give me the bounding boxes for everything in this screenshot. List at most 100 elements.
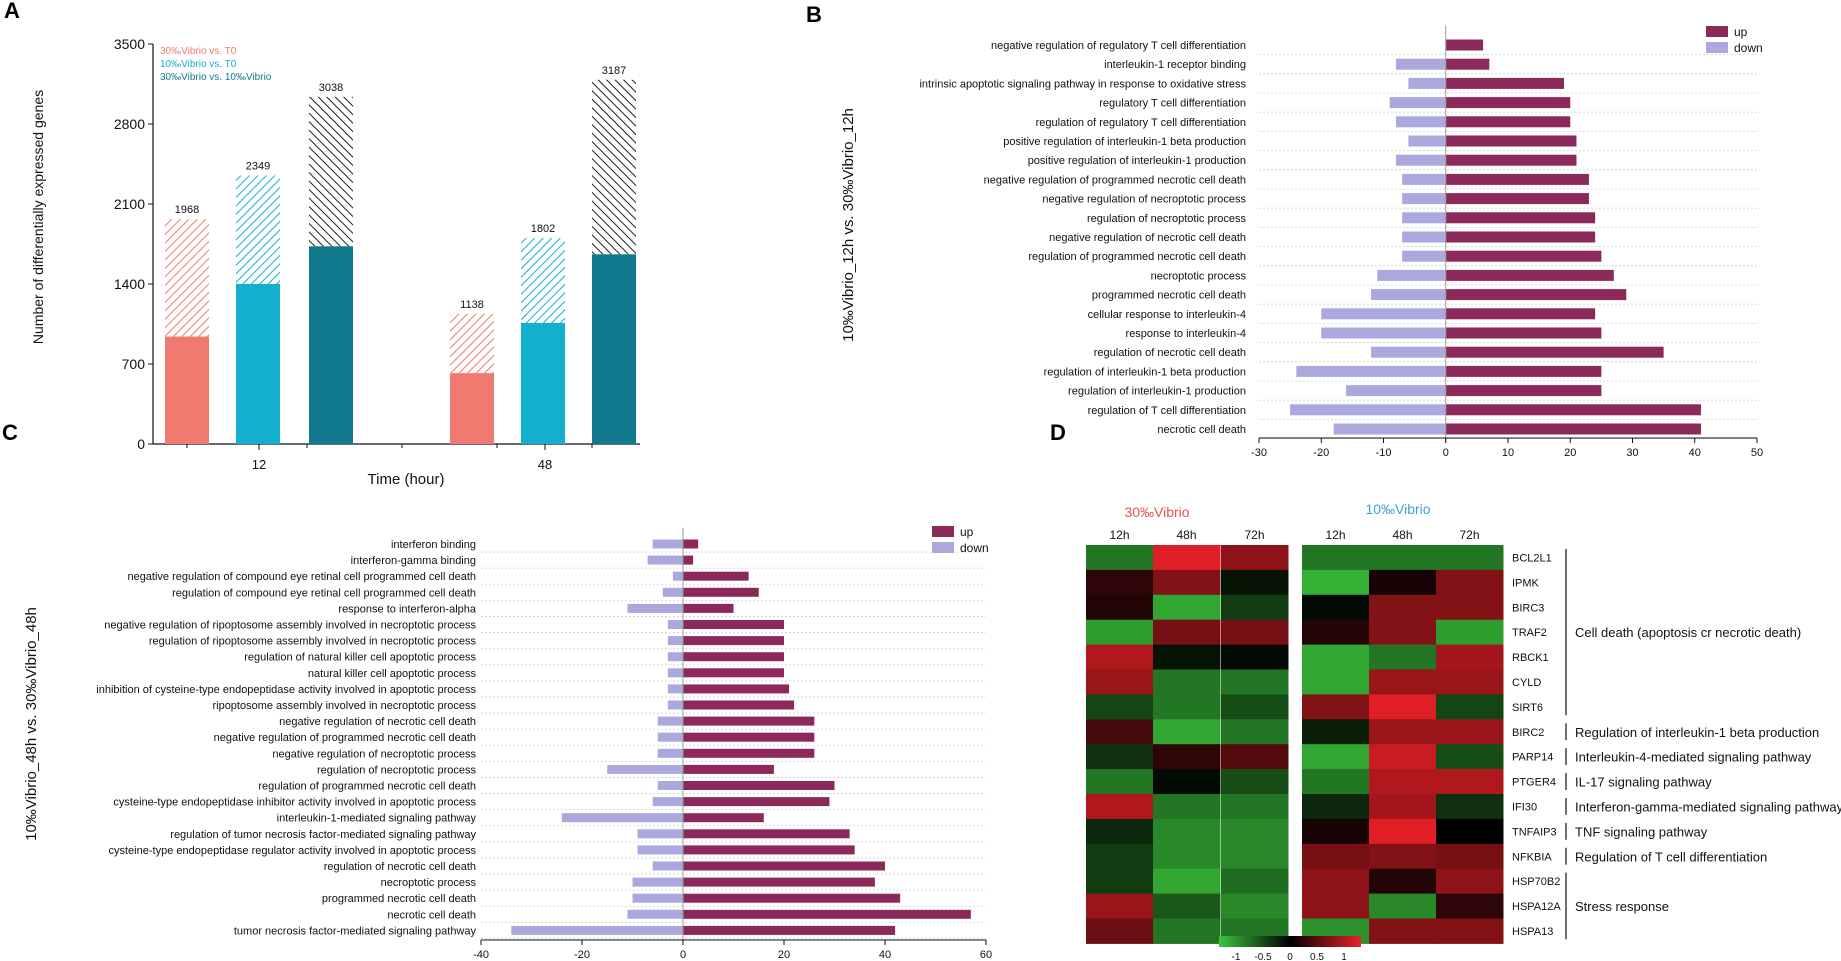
heatmap-cell [1302,818,1370,845]
color-scale-bar [1219,936,1361,947]
bar-up [683,893,901,903]
category-label: regulation of necroptotic process [317,764,476,776]
group-title-30-vibrio: 30‰Vibrio [1124,504,1189,520]
bar-total-label: 1968 [175,204,199,216]
bar-up [683,797,830,807]
x-tick-label: 20 [778,949,790,961]
heatmap-cell [1302,769,1370,795]
legend-swatch-up [932,526,954,537]
column-header: 72h [1459,528,1479,542]
panel-d-heatmap: 30‰Vibrio 10‰Vibrio 12h 48h 72h 12h 48h 72h B… [1086,501,1841,961]
category-label: interferon binding [391,539,476,551]
category-label: positive regulation of interleukin-1 pro… [1028,155,1246,167]
heatmap-cell [1086,719,1154,745]
legend-label-up: up [960,525,974,539]
panel-a-bar-chart: 0 700 1400 2100 2800 3500 1968 2349 3038 1138 180… [30,36,640,488]
heatmap-cell [1153,694,1221,720]
heatmap-cell [1436,694,1504,720]
bar-group [1290,39,1701,435]
gene-label: NFKBIA [1512,851,1552,863]
legend-swatch-down [932,542,954,553]
category-label: response to interleukin-4 [1126,328,1246,340]
y-tick-label: 700 [122,356,146,372]
heatmap-cell [1369,694,1437,720]
category-label: interleukin-1 receptor binding [1104,59,1246,71]
x-tick-label: 0 [680,949,686,961]
category-label: cysteine-type endopeptidase regulator ac… [109,845,477,857]
heatmap-cell [1221,694,1289,720]
category-label: interleukin-1-mediated signaling pathway [277,813,477,825]
heatmap-cell [1086,644,1154,670]
legend-entry-30-vs-t0: 30‰Vibrio vs. T0 [160,46,237,57]
pathway-annotations: Cell death (apoptosis cr necrotic death)… [1565,549,1841,940]
bar-total-label: 2349 [246,161,270,173]
color-scale-tick-label: 0.5 [1310,952,1324,961]
bar-up [683,877,875,887]
panel-label-d: D [1050,420,1066,445]
annotation-label: IL-17 signaling pathway [1575,775,1712,790]
category-label: regulation of necrotic cell death [324,861,476,873]
bar-down [667,700,683,710]
bar-down [1395,116,1446,128]
bar-up [683,909,971,919]
bar-up [1445,404,1701,416]
category-label: regulation of necrotic cell death [1094,347,1246,359]
gene-label: BCL2L1 [1512,552,1552,564]
gene-label: IFI30 [1512,801,1537,813]
heatmap-cell [1369,893,1437,919]
heatmap-cell [1221,594,1289,621]
bar-hatched-segment [236,175,280,284]
x-tick-label: 40 [1689,447,1701,459]
heatmap-cell [1221,769,1289,795]
bar-up [683,555,694,565]
color-scale-tick-label: 1 [1341,952,1347,961]
bar-down [1402,231,1446,243]
legend-label-down: down [1734,41,1763,55]
category-label: programmed necrotic cell death [322,893,476,905]
row-guides [1259,54,1757,440]
category-label: positive regulation of interleukin-1 bet… [1003,136,1246,148]
panel-label-c: C [2,420,18,445]
bar-up [683,668,784,678]
bar-down [632,893,683,903]
heatmap-cell [1302,694,1370,720]
bar-total-label: 3187 [602,65,626,77]
x-tick-label: -10 [1376,447,1392,459]
y-tick-label: 2800 [114,116,145,132]
bar-down [1371,346,1446,358]
category-label: inhibition of cysteine-type endopeptidas… [96,684,476,696]
heatmap-cell [1221,644,1289,670]
category-label: negative regulation of necrotic cell dea… [1049,232,1246,244]
bar-up [683,925,896,935]
bar-up [683,748,815,758]
category-label: tumor necrosis factor-mediated signaling… [234,925,477,937]
bar-up [683,700,795,710]
category-label: negative regulation of programmed necrot… [984,174,1246,186]
bar-up [1445,385,1602,397]
bar-down [647,555,683,565]
x-axis: -30 -20 -10 0 10 20 30 40 50 [1251,25,1763,459]
bar-solid-segment [521,322,565,444]
annotation-label: Regulation of T cell differentiation [1575,849,1767,864]
y-tick-label: 0 [137,436,145,452]
x-tick-12: 12 [252,457,266,472]
heatmap-cell [1302,893,1370,919]
heatmap-cell [1086,545,1154,571]
gene-label: IPMK [1512,577,1540,589]
row-guides [481,551,986,939]
legend-entry-30-vs-10: 30‰Vibrio vs. 10‰Vibrio [160,72,272,83]
heatmap-cell [1221,794,1289,820]
gene-label: TRAF2 [1512,627,1547,639]
heatmap-cell [1153,769,1221,795]
bar-up [1445,193,1589,205]
category-label: negative regulation of regulatory T cell… [991,40,1246,52]
legend-swatch-down [1706,42,1728,53]
heatmap-cell [1369,818,1437,845]
group-title-10-vibrio: 10‰Vibrio [1365,501,1430,517]
bar-up [683,764,774,774]
bar-up [683,684,790,694]
bar-down [657,732,683,742]
panel-label-a: A [4,0,20,23]
bar-down [511,925,683,935]
